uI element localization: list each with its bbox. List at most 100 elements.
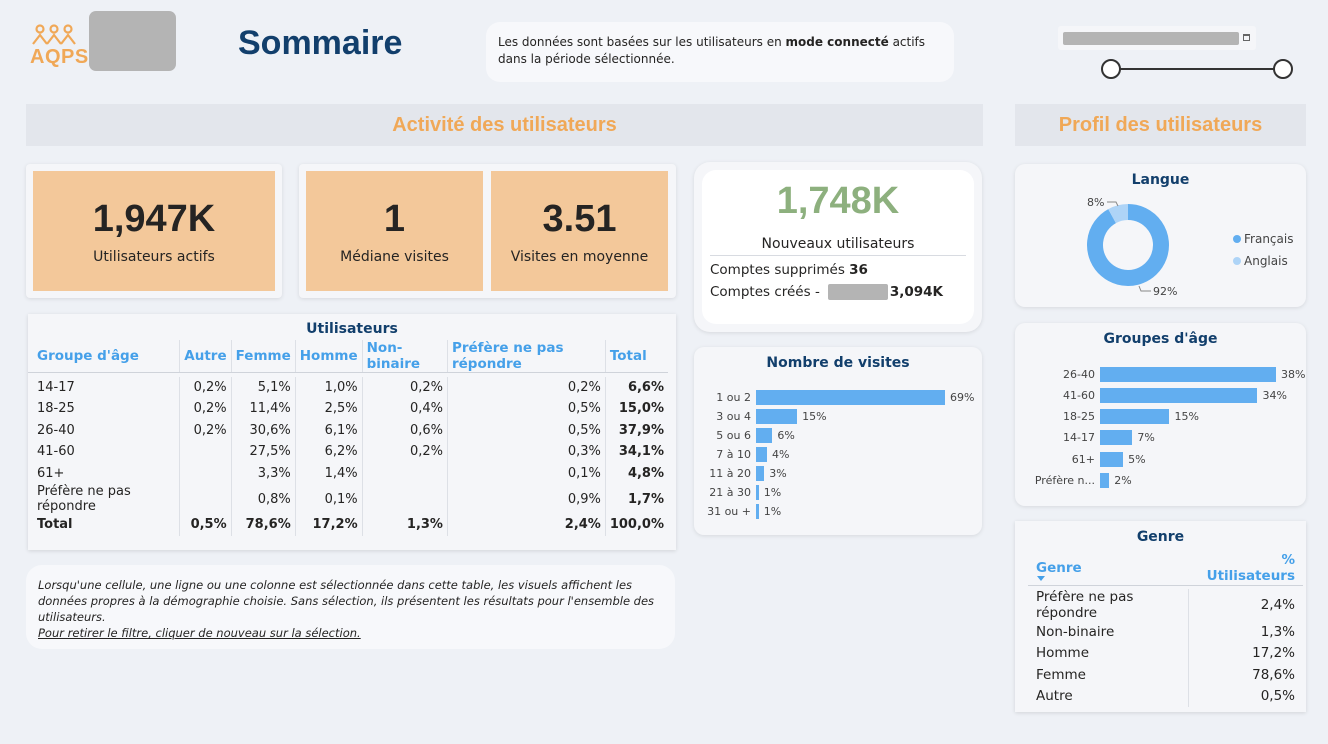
cell[interactable]: 61+ xyxy=(28,462,181,484)
cell[interactable] xyxy=(362,484,448,514)
gender-col-header[interactable]: Genre xyxy=(1028,551,1188,586)
cell[interactable]: Autre xyxy=(1028,685,1189,707)
cell[interactable]: 0,2% xyxy=(447,376,606,398)
cell[interactable]: 30,6% xyxy=(231,419,296,441)
note-link[interactable]: Pour retirer le filtre, cliquer de nouve… xyxy=(38,626,361,640)
cell[interactable]: 0,1% xyxy=(447,462,606,484)
cell[interactable] xyxy=(179,441,232,463)
visits-bar-row[interactable]: 21 à 30 1% xyxy=(694,484,781,502)
gender-table[interactable]: Genre % Utilisateurs Préfère ne pas répo… xyxy=(1028,551,1303,707)
gender-row[interactable]: Préfère ne pas répondre 2,4% xyxy=(1028,589,1303,621)
cell[interactable]: Homme xyxy=(1028,642,1189,664)
cell[interactable] xyxy=(179,462,232,484)
cell[interactable]: 15,0% xyxy=(618,401,664,417)
age-bar[interactable] xyxy=(1100,366,1276,382)
visits-bar[interactable] xyxy=(756,427,773,443)
age-bar-row[interactable]: 41-60 34% xyxy=(1015,386,1287,404)
cell[interactable]: 2,4% xyxy=(447,514,606,536)
cell[interactable]: 0,4% xyxy=(362,398,448,420)
cell[interactable]: 6,2% xyxy=(295,441,363,463)
cell[interactable]: 17,2% xyxy=(1252,645,1295,662)
col-header[interactable]: Femme xyxy=(231,340,296,373)
cell[interactable]: 1,7% xyxy=(627,491,664,507)
col-header[interactable]: Non-binaire xyxy=(362,340,448,373)
cell[interactable]: 2,4% xyxy=(1260,597,1295,613)
new-users-card[interactable]: 1,748K Nouveaux utilisateurs Comptes sup… xyxy=(694,162,982,332)
cell[interactable]: 0,5% xyxy=(179,514,232,536)
sort-down-icon[interactable] xyxy=(1037,576,1045,581)
age-bar-row[interactable]: 61+ 5% xyxy=(1015,450,1146,468)
gender-col-header[interactable]: % Utilisateurs xyxy=(1188,551,1303,586)
table-row[interactable]: 14-17 0,2% 5,1% 1,0% 0,2% 0,2% 6,6% xyxy=(28,376,668,398)
kpi-median[interactable]: 1 Médiane visites xyxy=(306,171,483,291)
table-total-row[interactable]: Total 0,5% 78,6% 17,2% 1,3% 2,4% 100,0% xyxy=(28,514,668,536)
col-header[interactable]: Homme xyxy=(295,340,363,373)
cell[interactable]: 1,3% xyxy=(362,514,448,536)
cell[interactable]: 0,8% xyxy=(231,484,296,514)
cell[interactable]: 0,5% xyxy=(447,419,606,441)
kpi-average[interactable]: 3.51 Visites en moyenne xyxy=(491,171,668,291)
visits-bar-row[interactable]: 7 à 10 4% xyxy=(694,445,789,463)
cell[interactable]: 27,5% xyxy=(231,441,296,463)
cell[interactable]: 37,9% xyxy=(618,422,664,438)
date-slider-track[interactable] xyxy=(1111,68,1283,70)
date-slider-handle-start[interactable] xyxy=(1101,59,1121,79)
cell[interactable]: 34,1% xyxy=(618,444,664,460)
cell[interactable]: 0,2% xyxy=(179,376,232,398)
cell[interactable]: 0,2% xyxy=(179,398,232,420)
cell[interactable]: Total xyxy=(28,514,181,536)
gender-row[interactable]: Non-binaire 1,3% xyxy=(1028,621,1303,643)
date-range-input[interactable] xyxy=(1058,26,1256,50)
gender-row[interactable]: Autre 0,5% xyxy=(1028,685,1303,707)
cell[interactable]: Femme xyxy=(1028,664,1189,686)
visits-bar-row[interactable]: 1 ou 2 69% xyxy=(694,388,974,406)
table-row[interactable]: 26-40 0,2% 30,6% 6,1% 0,6% 0,5% 37,9% xyxy=(28,419,668,441)
age-chart[interactable]: 26-40 38% 41-60 34% 18-25 15% 14-17 7% 61+ 5% Préf… xyxy=(1015,365,1306,495)
cell[interactable]: 26-40 xyxy=(28,419,181,441)
col-header[interactable]: Groupe d'âge xyxy=(28,340,181,373)
cell[interactable] xyxy=(362,462,448,484)
table-row[interactable]: 18-25 0,2% 11,4% 2,5% 0,4% 0,5% 15,0% xyxy=(28,398,668,420)
visits-bar-row[interactable]: 3 ou 4 15% xyxy=(694,407,827,425)
language-donut-chart[interactable]: 8% 92% xyxy=(1015,194,1306,304)
age-bar[interactable] xyxy=(1100,430,1133,446)
cell[interactable]: 0,1% xyxy=(295,484,363,514)
donut-slice-anglais[interactable] xyxy=(1108,204,1129,224)
donut-slice-français[interactable] xyxy=(1087,204,1169,286)
age-bar[interactable] xyxy=(1100,473,1110,488)
visits-chart[interactable]: 1 ou 2 69% 3 ou 4 15% 5 ou 6 6% 7 à 10 4% 11 à 2… xyxy=(694,388,982,528)
cell[interactable]: 11,4% xyxy=(231,398,296,420)
age-bar[interactable] xyxy=(1100,409,1170,425)
cell[interactable]: 0,5% xyxy=(1260,688,1295,705)
col-header[interactable]: Total xyxy=(605,340,668,373)
cell[interactable]: 100,0% xyxy=(609,517,664,533)
cell[interactable]: 78,6% xyxy=(1252,666,1295,683)
date-slider-handle-end[interactable] xyxy=(1273,59,1293,79)
cell[interactable]: 0,6% xyxy=(362,419,448,441)
cell[interactable]: 5,1% xyxy=(231,376,296,398)
cell[interactable]: 0,2% xyxy=(362,441,448,463)
age-bar[interactable] xyxy=(1100,387,1258,403)
visits-bar-row[interactable]: 11 à 20 3% xyxy=(694,464,787,482)
age-bar-row[interactable]: 18-25 15% xyxy=(1015,408,1199,426)
cell[interactable]: 17,2% xyxy=(295,514,363,536)
visits-bar[interactable] xyxy=(756,389,945,405)
cell[interactable]: 41-60 xyxy=(28,441,181,463)
age-bar[interactable] xyxy=(1100,451,1124,467)
col-header[interactable]: Autre xyxy=(179,340,232,373)
cell[interactable]: Préfère ne pas répondre xyxy=(28,484,181,514)
cell[interactable]: 18-25 xyxy=(28,398,181,420)
visits-bar[interactable] xyxy=(756,446,767,462)
cell[interactable] xyxy=(179,484,232,514)
cell[interactable]: 6,6% xyxy=(627,379,664,395)
legend-item-english[interactable]: Anglais xyxy=(1233,250,1293,272)
cell[interactable]: 78,6% xyxy=(231,514,296,536)
cell[interactable]: Non-binaire xyxy=(1028,621,1189,643)
age-bar-row[interactable]: Préfère n... 2% xyxy=(1015,472,1132,490)
gender-row[interactable]: Femme 78,6% xyxy=(1028,664,1303,686)
cell[interactable]: 2,5% xyxy=(295,398,363,420)
cell[interactable]: 14-17 xyxy=(28,376,181,398)
kpi-active[interactable]: 1,947K Utilisateurs actifs xyxy=(33,171,275,291)
visits-bar-row[interactable]: 5 ou 6 6% xyxy=(694,426,795,444)
cell[interactable]: 0,9% xyxy=(447,484,606,514)
